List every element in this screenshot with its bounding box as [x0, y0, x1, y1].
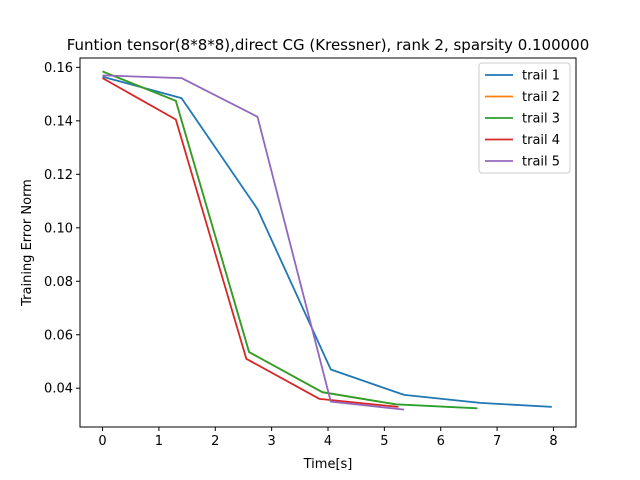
x-axis: 0 1 2 3 4 5 6 7 8 [98, 427, 558, 449]
series-line-trail-2 [102, 70, 396, 406]
legend-label-trail-5: trail 5 [522, 155, 560, 170]
series-line-trail-1 [102, 75, 552, 408]
x-tick-label: 2 [211, 434, 219, 449]
y-tick-label: 0.04 [44, 382, 73, 397]
x-tick-label: 4 [324, 434, 332, 449]
series-line-trail-4 [102, 77, 399, 408]
plot-area [79, 57, 577, 428]
y-tick-label: 0.06 [44, 328, 73, 343]
y-axis-label: Training Error Norm [20, 179, 35, 307]
series-line-trail-5 [102, 74, 405, 411]
legend-label-trail-4: trail 4 [522, 133, 560, 148]
legend-label-trail-1: trail 1 [522, 69, 560, 84]
x-axis-label: Time[s] [303, 457, 353, 472]
chart-title: Funtion tensor(8*8*8),direct CG (Kressne… [67, 36, 590, 54]
x-tick-label: 0 [98, 434, 106, 449]
legend-label-trail-2: trail 2 [522, 90, 560, 105]
y-tick-label: 0.16 [44, 61, 73, 76]
y-axis: 0.04 0.06 0.08 0.10 0.12 0.14 0.16 [44, 61, 80, 397]
y-tick-label: 0.14 [44, 114, 73, 129]
x-tick-label: 7 [493, 434, 501, 449]
legend: trail 1 trail 2 trail 3 trail 4 trail 5 [478, 62, 571, 174]
y-tick-label: 0.12 [44, 168, 73, 183]
x-tick-label: 6 [437, 434, 445, 449]
y-tick-label: 0.10 [44, 221, 73, 236]
x-tick-label: 3 [267, 434, 275, 449]
x-tick-label: 8 [549, 434, 557, 449]
y-tick-label: 0.08 [44, 275, 73, 290]
legend-box [478, 62, 571, 174]
x-tick-label: 5 [380, 434, 388, 449]
x-tick-label: 1 [155, 434, 163, 449]
legend-label-trail-3: trail 3 [522, 112, 560, 127]
series-line-trail-3 [102, 70, 478, 410]
